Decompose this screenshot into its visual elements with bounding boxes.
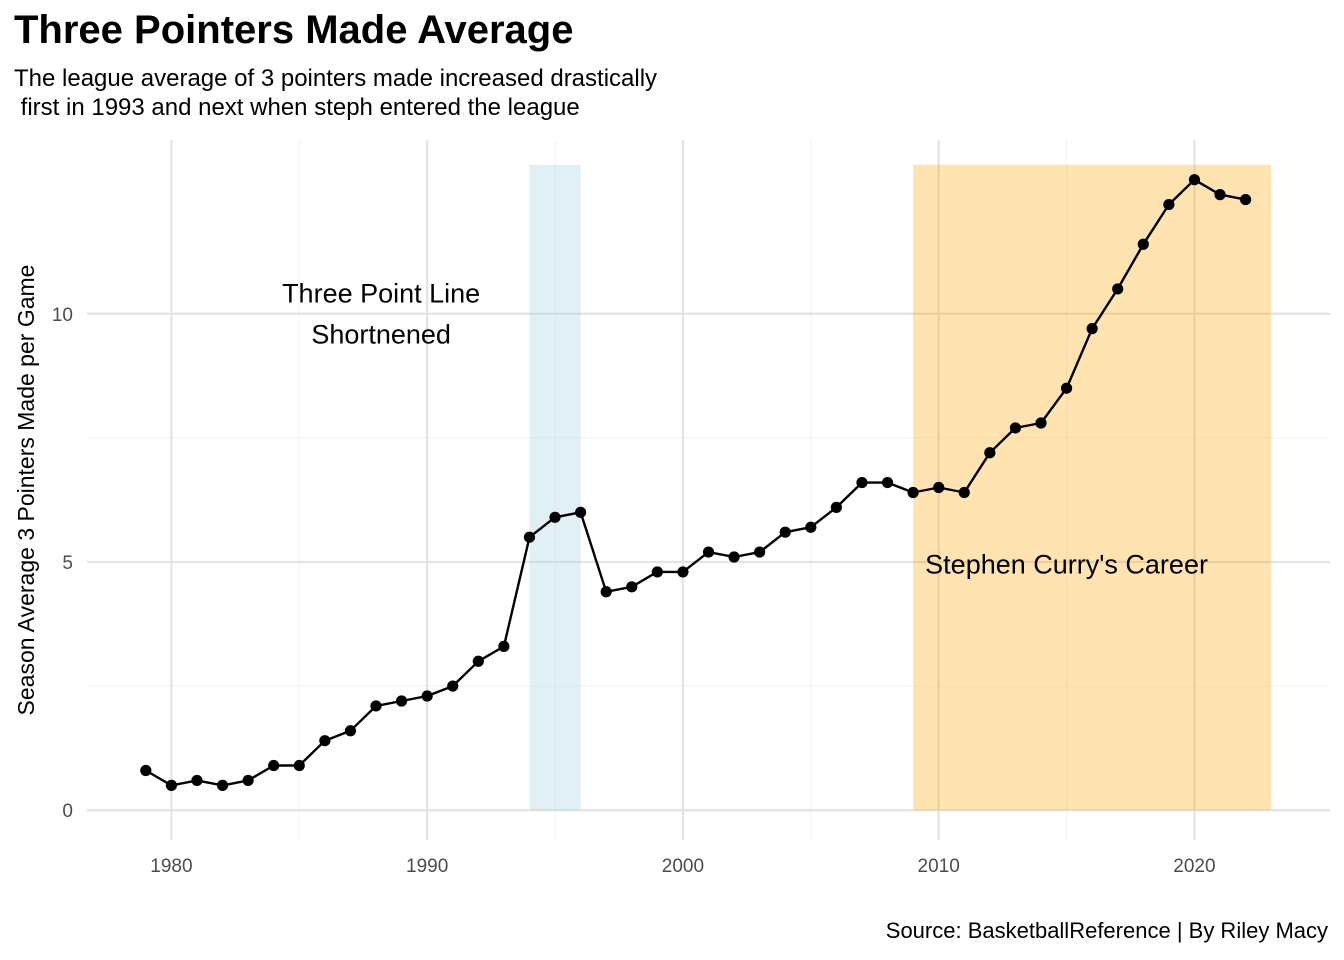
annotations: Three Point Line Shortnened Stephen Curry'… <box>282 278 1208 579</box>
annotation-line: Stephen Curry's Career <box>925 549 1208 579</box>
data-point-1990 <box>421 690 433 702</box>
data-point-2015 <box>1060 382 1073 394</box>
y-tick-label: 10 <box>52 305 73 326</box>
data-points <box>140 174 1252 791</box>
x-tick-label: 1990 <box>406 856 448 877</box>
data-point-2006 <box>830 501 842 513</box>
data-point-2014 <box>1035 417 1047 429</box>
data-point-2007 <box>856 476 868 489</box>
y-axis-ticks: 0 5 10 <box>52 305 73 822</box>
data-point-2019 <box>1163 198 1175 211</box>
y-tick-label: 0 <box>62 801 73 822</box>
data-point-1996 <box>575 506 587 518</box>
annotation-2: Stephen Curry's Career <box>925 549 1208 579</box>
data-point-2001 <box>702 546 715 558</box>
data-point-1979 <box>140 764 152 777</box>
data-point-1986 <box>319 735 331 747</box>
data-point-1988 <box>370 700 382 712</box>
data-point-2011 <box>958 486 970 499</box>
x-axis-ticks: 1980 1990 2000 2010 2020 <box>150 856 1215 877</box>
data-point-1999 <box>651 566 663 578</box>
data-point-1998 <box>626 581 638 593</box>
data-point-2004 <box>779 526 791 538</box>
shaded-region-1 <box>529 164 581 811</box>
data-point-2018 <box>1137 238 1149 250</box>
data-point-2010 <box>933 481 945 494</box>
annotation-line: Three Point Line <box>282 278 480 308</box>
data-point-2009 <box>907 486 919 499</box>
data-point-2022 <box>1239 193 1252 206</box>
data-point-1985 <box>293 759 305 772</box>
data-point-2013 <box>1009 422 1022 434</box>
data-point-2012 <box>984 447 996 459</box>
x-tick-label: 2010 <box>918 856 960 877</box>
data-point-2002 <box>728 551 740 563</box>
annotation-1: Three Point Line Shortnened <box>282 278 480 349</box>
x-tick-label: 2020 <box>1173 856 1215 877</box>
data-point-1984 <box>268 759 280 772</box>
y-tick-label: 5 <box>62 553 73 574</box>
x-tick-label: 2000 <box>662 856 704 877</box>
shaded-region-2 <box>913 164 1272 811</box>
data-point-2005 <box>805 521 817 533</box>
chart-caption: Source: BasketballReference | By Riley M… <box>885 918 1328 943</box>
data-point-1987 <box>344 725 357 737</box>
data-point-1991 <box>447 680 459 692</box>
data-point-1989 <box>395 695 408 707</box>
data-point-1982 <box>216 779 229 791</box>
data-point-2016 <box>1086 323 1098 335</box>
data-point-2017 <box>1112 283 1124 295</box>
data-point-1981 <box>191 774 203 787</box>
chart-subtitle: The league average of 3 pointers made in… <box>14 65 658 121</box>
data-point-1995 <box>549 511 561 523</box>
data-point-1992 <box>472 655 484 667</box>
data-point-1980 <box>165 779 178 791</box>
gridlines <box>87 140 1330 840</box>
data-point-1993 <box>498 640 510 652</box>
annotation-line: Shortnened <box>311 319 451 349</box>
data-point-1997 <box>600 586 612 598</box>
chart-title: Three Pointers Made Average <box>14 8 574 52</box>
data-point-1994 <box>523 531 536 543</box>
y-axis-title: Season Average 3 Pointers Made per Game <box>13 265 39 716</box>
data-point-2008 <box>881 476 894 489</box>
data-point-2003 <box>754 546 766 558</box>
x-tick-label: 1980 <box>150 856 192 877</box>
data-point-2020 <box>1188 174 1201 186</box>
data-point-2021 <box>1214 189 1226 201</box>
data-point-1983 <box>242 774 254 787</box>
shaded-regions <box>529 164 1272 811</box>
data-point-2000 <box>677 566 689 578</box>
